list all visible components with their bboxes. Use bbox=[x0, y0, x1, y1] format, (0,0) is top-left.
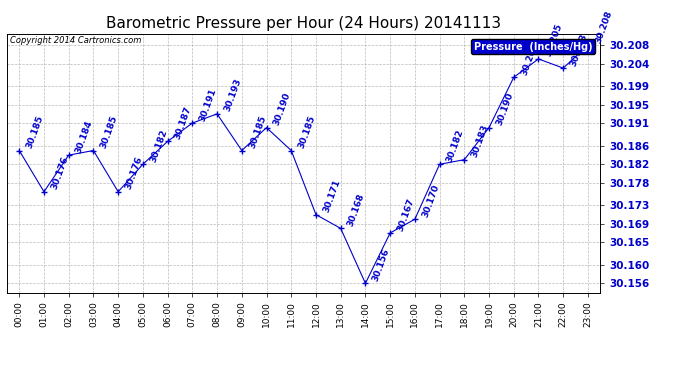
Text: 30.171: 30.171 bbox=[322, 178, 342, 214]
Text: 30.201: 30.201 bbox=[520, 41, 540, 76]
Text: 30.185: 30.185 bbox=[25, 114, 45, 150]
Text: 30.190: 30.190 bbox=[495, 92, 515, 127]
Text: Copyright 2014 Cartronics.com: Copyright 2014 Cartronics.com bbox=[10, 36, 141, 45]
Text: 30.167: 30.167 bbox=[395, 196, 416, 232]
Text: 30.185: 30.185 bbox=[247, 114, 268, 150]
Text: 30.176: 30.176 bbox=[124, 155, 144, 191]
Text: 30.203: 30.203 bbox=[569, 32, 589, 68]
Legend: Pressure  (Inches/Hg): Pressure (Inches/Hg) bbox=[471, 39, 595, 54]
Text: 30.191: 30.191 bbox=[198, 87, 218, 122]
Text: 30.182: 30.182 bbox=[148, 128, 168, 164]
Text: 30.193: 30.193 bbox=[223, 78, 243, 113]
Text: 30.208: 30.208 bbox=[593, 9, 613, 44]
Text: 30.205: 30.205 bbox=[544, 23, 564, 58]
Text: 30.185: 30.185 bbox=[99, 114, 119, 150]
Text: 30.170: 30.170 bbox=[420, 183, 441, 219]
Text: 30.156: 30.156 bbox=[371, 247, 391, 283]
Text: 30.185: 30.185 bbox=[297, 114, 317, 150]
Text: 30.187: 30.187 bbox=[173, 105, 193, 141]
Text: 30.168: 30.168 bbox=[346, 192, 366, 228]
Text: 30.182: 30.182 bbox=[445, 128, 465, 164]
Text: 30.183: 30.183 bbox=[470, 123, 490, 159]
Title: Barometric Pressure per Hour (24 Hours) 20141113: Barometric Pressure per Hour (24 Hours) … bbox=[106, 16, 501, 31]
Text: 30.176: 30.176 bbox=[50, 155, 70, 191]
Text: 30.190: 30.190 bbox=[272, 92, 293, 127]
Text: 30.184: 30.184 bbox=[75, 119, 95, 154]
